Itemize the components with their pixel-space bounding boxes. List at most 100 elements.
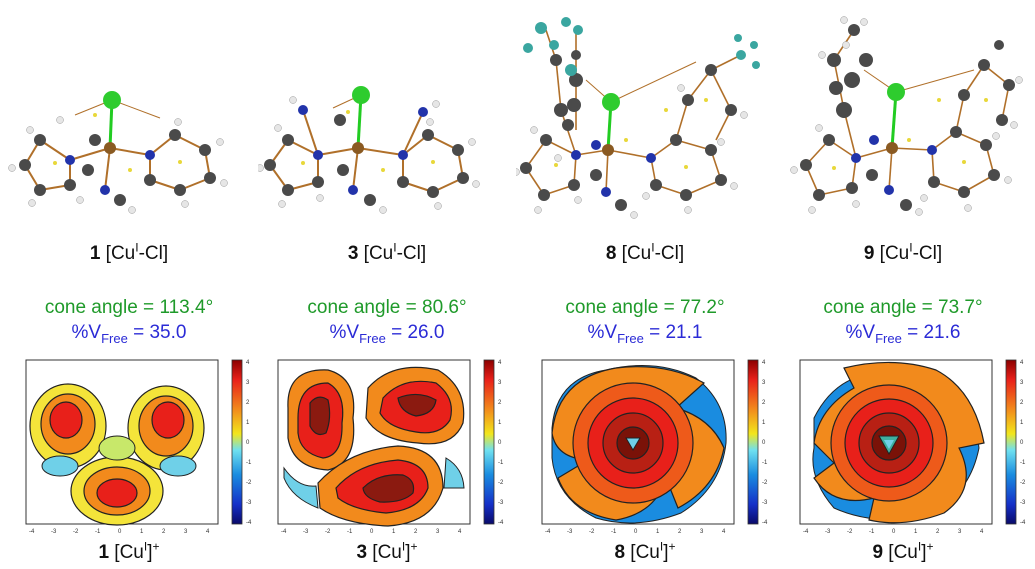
svg-text:-4: -4: [29, 529, 35, 535]
svg-text:4: 4: [762, 360, 766, 366]
panel-1-bottom-caption: 1 [CuI]+: [98, 539, 160, 563]
panel-3-cone-angle: cone angle = 80.6°: [307, 297, 467, 318]
svg-text:3: 3: [246, 380, 250, 386]
svg-text:2: 2: [936, 529, 940, 535]
svg-text:0: 0: [370, 529, 374, 535]
svg-text:4: 4: [246, 360, 250, 366]
svg-text:-4: -4: [246, 520, 252, 526]
panel-8-steric-map: -4 -3 -2 -1 0 1 2 3 4 4 3 2 1 0 -1 -2 -3 -4: [541, 359, 768, 535]
molecule-3-structure: [258, 86, 480, 214]
svg-text:1: 1: [762, 420, 766, 426]
svg-text:-4: -4: [762, 520, 768, 526]
svg-text:2: 2: [414, 529, 418, 535]
svg-text:-1: -1: [1020, 460, 1026, 466]
svg-text:0: 0: [118, 529, 122, 535]
svg-text:1: 1: [392, 529, 396, 535]
panel-1-top-caption: 1 [CuI-Cl]: [89, 240, 169, 264]
svg-text:-4: -4: [545, 529, 551, 535]
panel-3-top-caption: 3 [CuI-Cl]: [347, 240, 427, 264]
svg-text:4: 4: [1020, 360, 1024, 366]
svg-text:1: 1: [914, 529, 918, 535]
svg-text:0: 0: [634, 529, 638, 535]
svg-text:1: 1: [1020, 420, 1024, 426]
panel-8-colorbar: [747, 359, 759, 525]
svg-text:-1: -1: [95, 529, 101, 535]
svg-text:4: 4: [206, 529, 210, 535]
molecule-1-structure: [8, 91, 228, 214]
panel-3-vfree: %VFree = 26.0: [329, 322, 445, 346]
svg-text:3: 3: [762, 380, 766, 386]
panel-9-vfree: %VFree = 21.6: [845, 322, 961, 346]
panel-1: 1 [CuI-Cl] cone angle = 113.4° %VFree = …: [0, 0, 258, 569]
svg-text:-3: -3: [762, 500, 768, 506]
svg-text:-4: -4: [281, 529, 287, 535]
svg-text:-1: -1: [762, 460, 768, 466]
svg-text:3: 3: [184, 529, 188, 535]
svg-text:4: 4: [458, 529, 462, 535]
svg-text:1: 1: [140, 529, 144, 535]
svg-text:-2: -2: [325, 529, 331, 535]
panel-8-cone-angle: cone angle = 77.2°: [565, 297, 725, 318]
panel-9-top-caption: 9 [CuI-Cl]: [863, 240, 943, 264]
svg-text:-3: -3: [567, 529, 573, 535]
svg-text:3: 3: [498, 380, 502, 386]
svg-text:3: 3: [436, 529, 440, 535]
panel-9-cone-angle: cone angle = 73.7°: [823, 297, 983, 318]
svg-text:4: 4: [722, 529, 726, 535]
svg-text:2: 2: [246, 400, 250, 406]
svg-text:-2: -2: [589, 529, 595, 535]
svg-text:-2: -2: [762, 480, 768, 486]
svg-text:2: 2: [498, 400, 502, 406]
svg-text:4: 4: [980, 529, 984, 535]
panel-9-steric-map: -4 -3 -2 -1 0 1 2 3 4 4 3 2 1 0 -1 -2 -3 -4: [799, 359, 1026, 535]
panel-9-bottom-caption: 9 [CuI]+: [872, 539, 934, 563]
panel-3-colorbar: [483, 359, 495, 525]
panel-1-colorbar: [231, 359, 243, 525]
svg-text:-3: -3: [825, 529, 831, 535]
svg-text:2: 2: [1020, 400, 1024, 406]
panel-1-vfree: %VFree = 35.0: [71, 322, 187, 346]
svg-text:-2: -2: [847, 529, 853, 535]
panel-1-steric-map: -4 -3 -2 -1 0 1 2 3 4 4 3 2 1 0 -1 -2 -3 -4: [25, 359, 252, 535]
svg-text:0: 0: [498, 440, 502, 446]
svg-text:2: 2: [162, 529, 166, 535]
panel-3-steric-map: -4 -3 -2 -1 0 1 2 3 4 4 3 2 1 0 -1 -2 -3 -4: [277, 359, 504, 535]
svg-text:-2: -2: [73, 529, 79, 535]
molecule-9-structure: [790, 16, 1023, 216]
svg-text:1: 1: [498, 420, 502, 426]
panel-1-cone-angle: cone angle = 113.4°: [44, 297, 214, 318]
panel-8-bottom-caption: 8 [CuI]+: [614, 539, 676, 563]
svg-text:3: 3: [700, 529, 704, 535]
svg-text:-1: -1: [869, 529, 875, 535]
svg-text:-4: -4: [1020, 520, 1026, 526]
panel-8-vfree: %VFree = 21.1: [587, 322, 703, 346]
svg-text:0: 0: [762, 440, 766, 446]
svg-text:0: 0: [1020, 440, 1024, 446]
svg-text:2: 2: [762, 400, 766, 406]
svg-text:-1: -1: [246, 460, 252, 466]
svg-text:-3: -3: [1020, 500, 1026, 506]
panel-8: 8 [CuI-Cl] cone angle = 77.2° %VFree = 2…: [516, 0, 774, 569]
svg-text:0: 0: [892, 529, 896, 535]
svg-text:2: 2: [678, 529, 682, 535]
svg-text:-3: -3: [498, 500, 504, 506]
molecule-8-structure: [516, 17, 760, 219]
panel-9-colorbar: [1005, 359, 1017, 525]
panel-9: 9 [CuI-Cl] cone angle = 73.7° %VFree = 2…: [774, 0, 1032, 569]
svg-text:0: 0: [246, 440, 250, 446]
svg-text:4: 4: [498, 360, 502, 366]
svg-text:1: 1: [246, 420, 250, 426]
svg-text:-3: -3: [51, 529, 57, 535]
svg-text:-2: -2: [498, 480, 504, 486]
svg-text:3: 3: [958, 529, 962, 535]
svg-text:-2: -2: [246, 480, 252, 486]
panel-3: 3 [CuI-Cl] cone angle = 80.6° %VFree = 2…: [258, 0, 516, 569]
svg-text:-1: -1: [611, 529, 617, 535]
svg-text:-1: -1: [347, 529, 353, 535]
svg-text:-1: -1: [498, 460, 504, 466]
svg-text:-2: -2: [1020, 480, 1026, 486]
svg-text:-3: -3: [246, 500, 252, 506]
panel-8-top-caption: 8 [CuI-Cl]: [605, 240, 685, 264]
svg-text:-3: -3: [303, 529, 309, 535]
panel-3-bottom-caption: 3 [CuI]+: [356, 539, 418, 563]
